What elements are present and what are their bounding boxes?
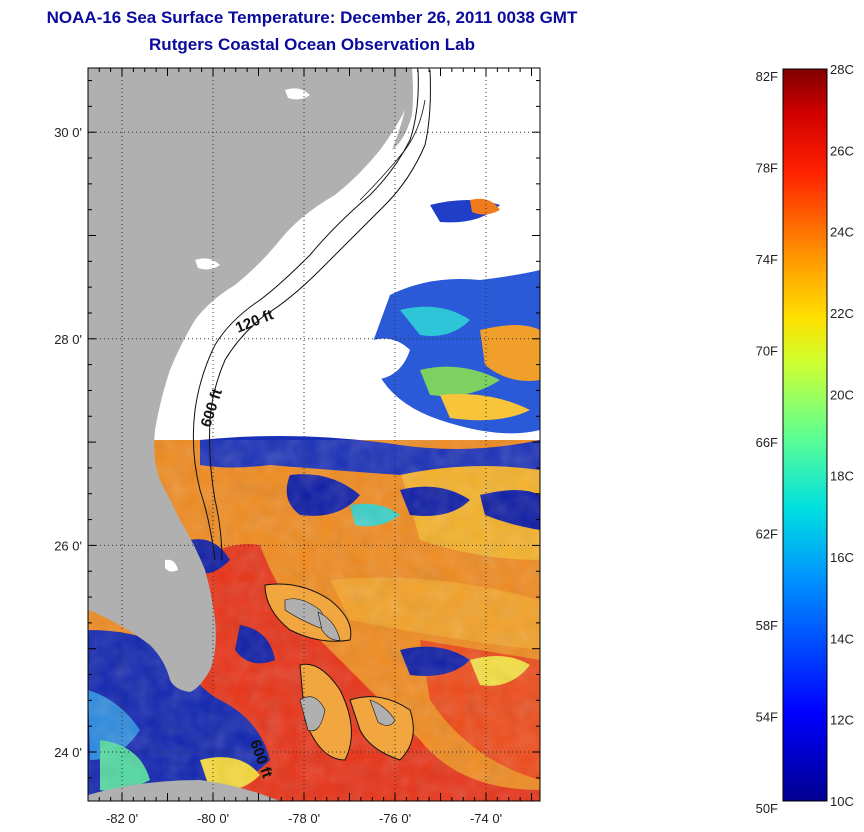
celsius-label: 28C — [830, 62, 854, 77]
lon-tick-label: -74 0' — [470, 811, 502, 826]
map-title: NOAA-16 Sea Surface Temperature: Decembe… — [46, 8, 578, 27]
warm-spot-ne — [470, 198, 500, 215]
lon-tick-label: -82 0' — [106, 811, 138, 826]
celsius-label: 14C — [830, 631, 854, 646]
map-subtitle: Rutgers Coastal Ocean Observation Lab — [149, 35, 475, 54]
fahrenheit-labels: 82F 78F 74F 70F 66F 62F 58F 54F 50F — [756, 69, 778, 816]
lon-tick-label: -76 0' — [379, 811, 411, 826]
longitude-labels: -82 0' -80 0' -78 0' -76 0' -74 0' — [106, 811, 502, 826]
celsius-label: 22C — [830, 306, 854, 321]
contour-shelf-inner — [359, 99, 426, 201]
celsius-label: 18C — [830, 469, 854, 484]
tick-marks — [88, 68, 540, 801]
fahrenheit-label: 70F — [756, 344, 778, 359]
fahrenheit-label: 66F — [756, 435, 778, 450]
cuba-landmass — [88, 780, 280, 801]
lon-tick-label: -78 0' — [288, 811, 320, 826]
great-bahama-bank-east — [349, 696, 414, 761]
fahrenheit-label: 58F — [756, 618, 778, 633]
andros-island — [299, 696, 326, 732]
lat-tick-label: 30 0' — [54, 125, 82, 140]
us-southeast-landmass — [88, 68, 407, 692]
lake-marion — [195, 258, 220, 270]
lat-tick-label: 28 0' — [54, 332, 82, 347]
celsius-label: 16C — [830, 550, 854, 565]
yellow-patch-1 — [440, 394, 530, 421]
celsius-label: 24C — [830, 225, 854, 240]
celsius-label: 26C — [830, 143, 854, 158]
celsius-label: 20C — [830, 387, 854, 402]
fahrenheit-label: 50F — [756, 801, 778, 816]
lon-tick-label: -80 0' — [197, 811, 229, 826]
celsius-labels: 28C 26C 24C 22C 20C 18C 16C 14C 12C 10C — [830, 62, 854, 809]
lat-tick-label: 24 0' — [54, 745, 82, 760]
green-patch-1 — [420, 366, 500, 396]
abaco-island — [317, 611, 341, 641]
lat-tick-label: 26 0' — [54, 538, 82, 553]
map-plot-area — [88, 68, 540, 801]
map-frame — [87, 67, 541, 802]
latitude-labels: 24 0'26 0'28 0'30 0'32 0'34 0'36 0' — [54, 125, 82, 760]
outer-banks — [392, 68, 413, 150]
contour-120ft — [192, 69, 419, 561]
fahrenheit-label: 74F — [756, 252, 778, 267]
great-bahama-bank-west — [299, 663, 352, 761]
cyan-patch-1 — [400, 306, 470, 336]
celsius-label: 10C — [830, 794, 854, 809]
fahrenheit-label: 82F — [756, 69, 778, 84]
cloud-patch-1 — [360, 338, 410, 380]
celsius-label: 12C — [830, 713, 854, 728]
lake-okeechobee — [165, 559, 178, 572]
contour-600ft — [209, 69, 431, 561]
colorbar-gradient — [782, 68, 828, 802]
fahrenheit-label: 62F — [756, 527, 778, 542]
fahrenheit-label: 54F — [756, 710, 778, 725]
gridlines — [88, 68, 540, 801]
fahrenheit-label: 78F — [756, 161, 778, 176]
